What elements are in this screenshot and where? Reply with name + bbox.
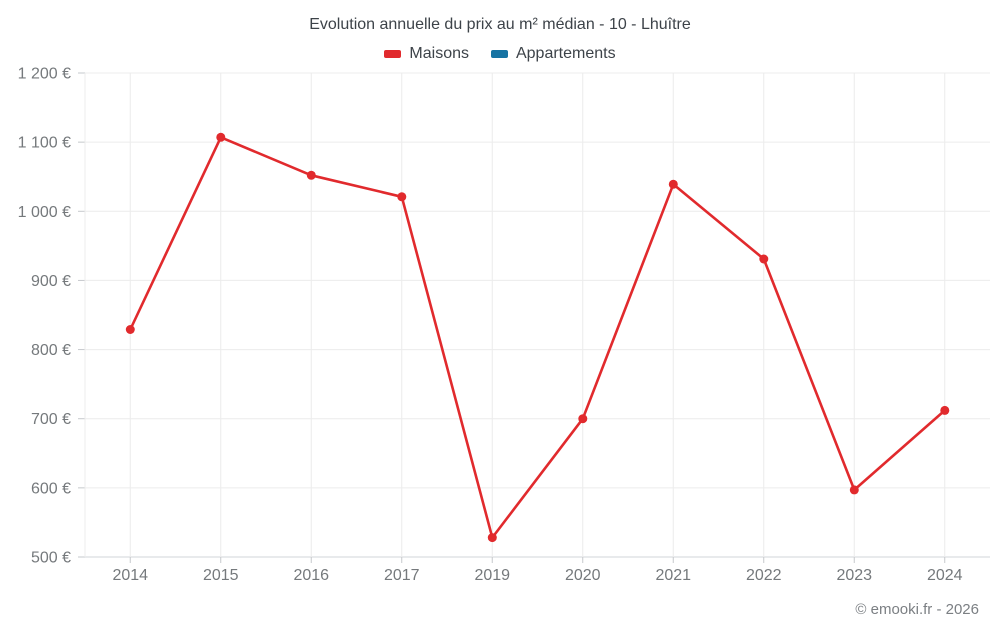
data-point-maisons-2020[interactable] bbox=[578, 414, 588, 424]
x-tick-label: 2015 bbox=[203, 567, 239, 584]
data-point-maisons-2014[interactable] bbox=[125, 325, 135, 334]
legend-label-appartements: Appartements bbox=[515, 45, 616, 62]
legend-swatch-appartements bbox=[490, 50, 508, 58]
y-tick-label: 600 € bbox=[31, 480, 71, 497]
x-tick-label: 2020 bbox=[565, 567, 601, 584]
y-tick-label: 500 € bbox=[31, 550, 71, 567]
x-tick-label: 2016 bbox=[293, 567, 329, 584]
x-tick-label: 2014 bbox=[112, 567, 148, 584]
y-tick-label: 1 000 € bbox=[18, 204, 71, 221]
series-line-maisons bbox=[129, 136, 947, 539]
chart-title: Evolution annuelle du prix au m² médian … bbox=[309, 16, 691, 33]
x-tick-label: 2021 bbox=[655, 567, 691, 584]
y-tick-label: 800 € bbox=[31, 342, 71, 359]
chart-legend: Maisons Appartements bbox=[0, 45, 1000, 63]
legend-item-appartements[interactable]: Appartements bbox=[490, 45, 616, 63]
x-tick-label: 2024 bbox=[927, 567, 963, 584]
y-tick-label: 1 100 € bbox=[18, 135, 71, 152]
x-tick-label: 2023 bbox=[836, 567, 872, 584]
data-point-maisons-2015[interactable] bbox=[216, 132, 226, 142]
x-tick-label: 2019 bbox=[474, 567, 510, 584]
y-tick-label: 900 € bbox=[31, 273, 71, 290]
data-point-maisons-2024[interactable] bbox=[940, 405, 950, 415]
legend-swatch-maisons bbox=[384, 50, 402, 58]
data-point-maisons-2019[interactable] bbox=[487, 533, 497, 543]
data-point-maisons-2023[interactable] bbox=[849, 485, 859, 495]
legend-item-maisons[interactable]: Maisons bbox=[384, 45, 469, 63]
y-tick-label: 1 200 € bbox=[18, 66, 71, 83]
data-point-maisons-2017[interactable] bbox=[397, 192, 407, 202]
legend-label-maisons: Maisons bbox=[409, 45, 469, 62]
x-tick-label: 2022 bbox=[746, 567, 782, 584]
data-point-maisons-2022[interactable] bbox=[759, 254, 769, 264]
data-point-maisons-2021[interactable] bbox=[668, 179, 678, 189]
data-point-maisons-2016[interactable] bbox=[306, 170, 316, 180]
x-tick-label: 2017 bbox=[384, 567, 420, 584]
y-tick-label: 700 € bbox=[31, 411, 71, 428]
copyright-footer: © emooki.fr - 2026 bbox=[855, 601, 979, 618]
